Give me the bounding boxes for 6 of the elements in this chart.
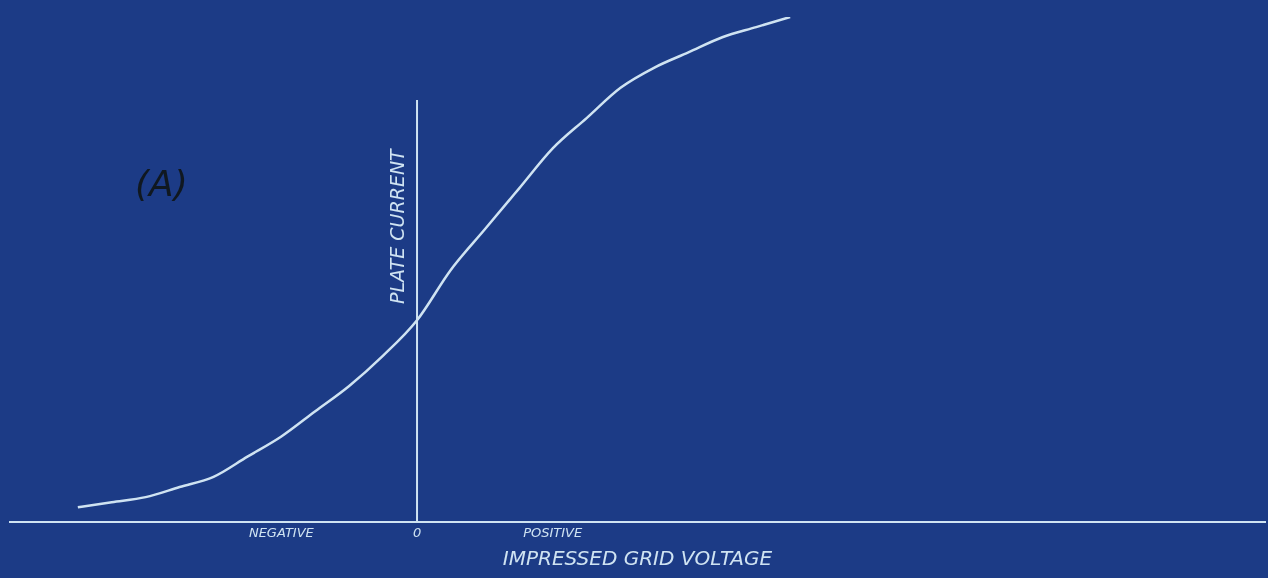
annotation: (A) (135, 163, 188, 205)
x-axis-title: IMPRESSED GRID VOLTAGE (502, 546, 773, 571)
x-tick-label: 0 (412, 524, 422, 540)
ref-line-label: PLATE CURRENT (386, 147, 409, 304)
x-tick-label: POSITIVE (523, 524, 583, 540)
x-tick-label: NEGATIVE (248, 524, 315, 540)
